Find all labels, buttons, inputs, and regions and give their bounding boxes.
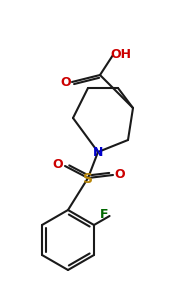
Text: O: O bbox=[53, 158, 63, 171]
Text: S: S bbox=[83, 172, 93, 186]
Text: N: N bbox=[93, 147, 103, 160]
Text: O: O bbox=[61, 75, 71, 88]
Text: OH: OH bbox=[110, 48, 132, 60]
Text: O: O bbox=[115, 168, 125, 181]
Text: F: F bbox=[100, 209, 109, 221]
